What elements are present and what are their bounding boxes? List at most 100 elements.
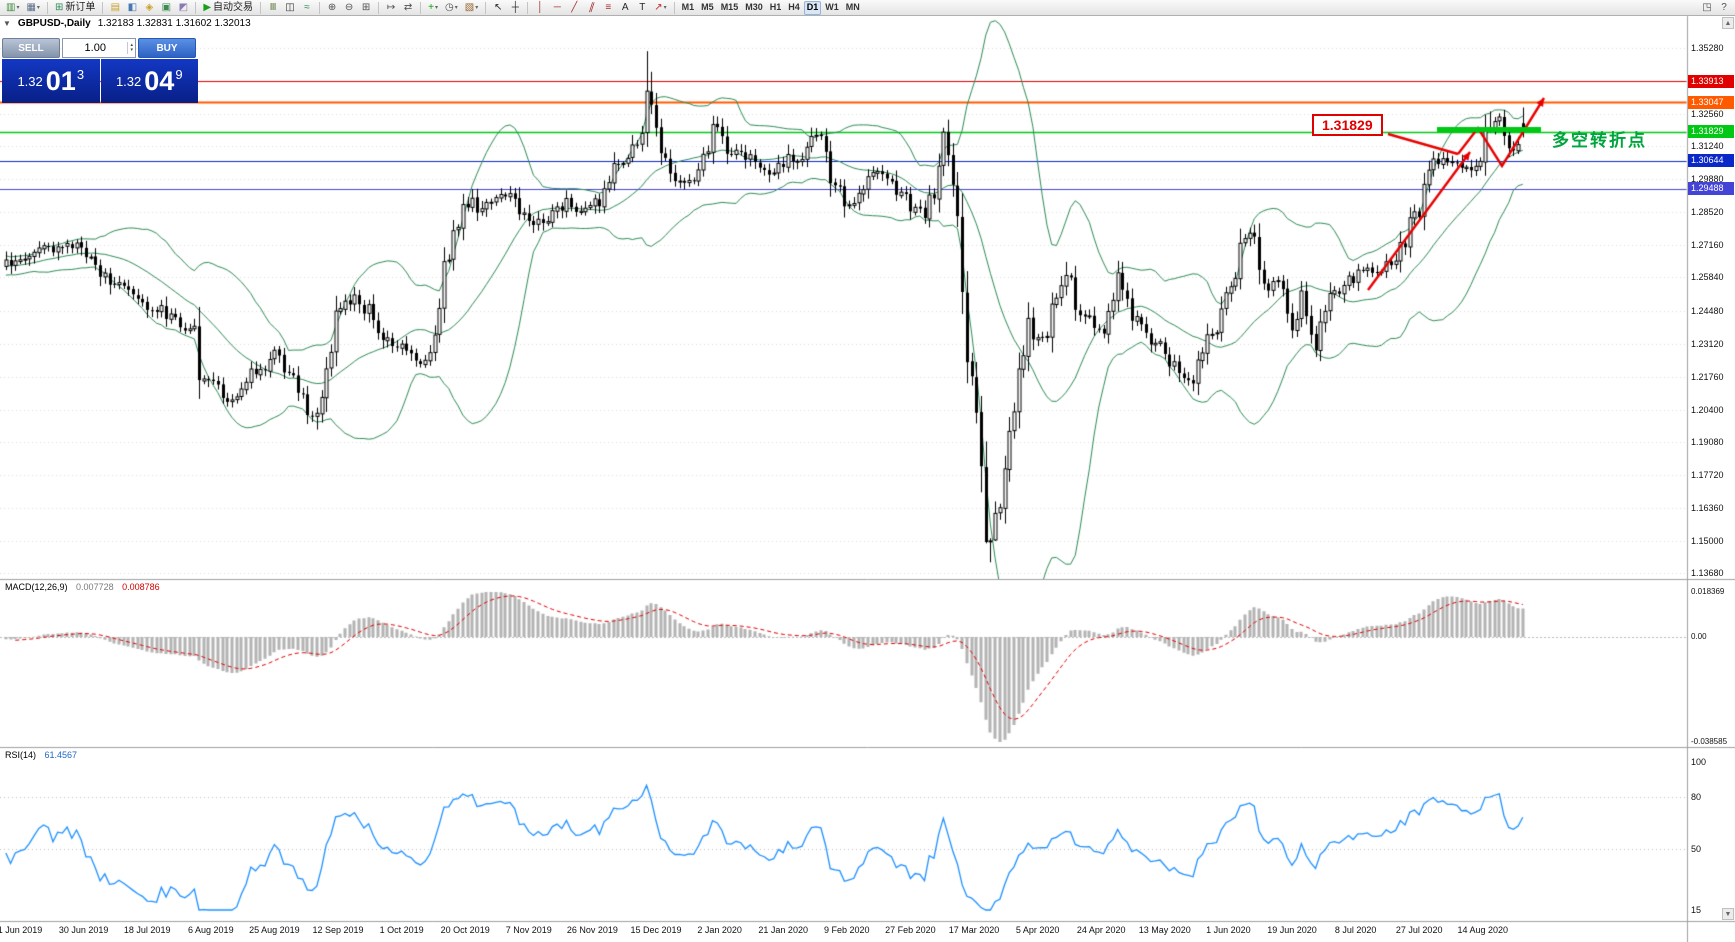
timeframe-m15-label: M15 [720, 2, 739, 12]
data-window-icon[interactable]: ◧ [124, 1, 140, 15]
price-axis-label: 1.16360 [1691, 502, 1724, 513]
panel-toggle-icon[interactable]: ▼ [3, 19, 11, 28]
timeframe-m1[interactable]: M1 [679, 1, 698, 15]
tile-windows-icon[interactable]: ⊞ [358, 1, 374, 15]
chart-bars-icon[interactable]: Ⅲ [265, 1, 281, 15]
fullscreen-glyph: ◳ [1702, 1, 1712, 13]
chart-candles-icon[interactable]: ◫ [282, 1, 298, 15]
date-label: 6 Aug 2019 [188, 925, 234, 935]
vertical-line-icon[interactable]: │ [532, 1, 548, 15]
timeframe-m15[interactable]: M15 [718, 1, 742, 15]
timeframe-m30-label: M30 [745, 2, 763, 12]
date-label: 17 Mar 2020 [948, 925, 1000, 935]
toolbar-separator [420, 1, 422, 14]
date-label: 14 Aug 2020 [1457, 925, 1509, 935]
help-icon[interactable]: ? [1716, 1, 1732, 15]
timeframe-m5[interactable]: M5 [698, 1, 717, 15]
scroll-down-icon[interactable]: ▼ [1722, 908, 1734, 920]
buy-button[interactable]: BUY [138, 38, 196, 58]
channel-icon[interactable]: ∥ [583, 1, 599, 15]
terminal-glyph: ▣ [161, 1, 172, 13]
timeframe-h1[interactable]: H1 [767, 1, 785, 15]
caret-icon: ▾ [16, 4, 20, 11]
price-annotation-label: 1.31829 [1312, 114, 1383, 136]
spinner-up-icon[interactable]: ▴ [130, 42, 133, 48]
sell-price-figure: 1.32 [17, 73, 43, 89]
new-order-button[interactable]: ⊞ 新订单 [52, 1, 98, 15]
macd-value-main: 0.007728 [76, 582, 114, 592]
timeframe-m5-label: M5 [701, 2, 714, 12]
new-chart-icon[interactable]: ▥ ▾ [3, 1, 22, 15]
rsi-axis-label: 50 [1691, 844, 1702, 855]
sell-price-display[interactable]: 1.32 01 3 [2, 59, 100, 103]
spinner-down-icon[interactable]: ▾ [130, 47, 133, 53]
timeframe-h1-label: H1 [769, 2, 782, 12]
date-label: 18 Jul 2019 [123, 925, 171, 935]
price-level-badge: 1.30644 [1688, 154, 1734, 168]
periods-icon[interactable]: ◷ ▾ [442, 1, 461, 15]
profiles-icon[interactable]: ▦ ▾ [23, 1, 42, 15]
toolbar-separator [195, 1, 197, 14]
toolbar-separator [319, 1, 321, 14]
timeframe-m30[interactable]: M30 [742, 1, 766, 15]
fullscreen-icon[interactable]: ◳ [1699, 1, 1715, 15]
main-toolbar: ▥ ▾ ▦ ▾ ⊞ 新订单 ▤ ◧ ◈ ▣ ◩ ▶ 自动交易 Ⅲ ◫ ≈ ⊕ ⊖ ⊞ ↦ ⇄ + ▾ ◷ ▾ ▧ ▾ ↖ ┼ │ ─ ╱ ∥ ≡ A… [0, 0, 1735, 16]
text-icon[interactable]: A [617, 1, 633, 15]
price-axis-label: 1.20400 [1691, 404, 1724, 415]
symbol-period-label: GBPUSD-,Daily [17, 18, 91, 29]
trendline-icon[interactable]: ╱ [566, 1, 582, 15]
timeframe-mn[interactable]: MN [843, 1, 863, 15]
date-label: 8 Jul 2020 [1334, 925, 1377, 935]
zoom-in-icon[interactable]: ⊕ [324, 1, 340, 15]
new-chart-glyph: ▥ [6, 1, 16, 13]
zoom-out-icon[interactable]: ⊖ [341, 1, 357, 15]
price-axis-label: 1.28520 [1691, 207, 1724, 218]
indicators-icon[interactable]: + ▾ [425, 1, 441, 15]
buy-price-pips: 04 [144, 65, 175, 96]
chart-line-icon[interactable]: ≈ [299, 1, 315, 15]
volume-input[interactable]: 1.00 ▴ ▾ [62, 38, 136, 58]
strategy-tester-icon[interactable]: ◩ [175, 1, 191, 15]
market-watch-icon[interactable]: ▤ [107, 1, 123, 15]
navigator-icon[interactable]: ◈ [141, 1, 157, 15]
sell-button[interactable]: SELL [2, 38, 60, 58]
arrows-glyph: ↗ [654, 1, 663, 13]
terminal-icon[interactable]: ▣ [158, 1, 174, 15]
tile-windows-glyph: ⊞ [361, 1, 371, 13]
cursor-icon[interactable]: ↖ [490, 1, 506, 15]
timeframe-w1[interactable]: W1 [822, 1, 842, 15]
toolbar-separator [102, 1, 104, 14]
toolbar-separator [673, 1, 675, 14]
volume-spinner[interactable]: ▴ ▾ [127, 42, 135, 54]
price-axis-label: 1.15000 [1691, 535, 1724, 546]
toolbar-separator [527, 1, 529, 14]
macd-name: MACD(12,26,9) [5, 582, 68, 592]
timeframe-d1[interactable]: D1 [803, 0, 822, 15]
buy-price-display[interactable]: 1.32 04 9 [100, 59, 198, 103]
new-order-glyph: ⊞ [54, 1, 64, 13]
auto-scroll-glyph: ↦ [386, 1, 396, 13]
autotrading-button[interactable]: ▶ 自动交易 [200, 1, 256, 15]
rsi-axis-label: 100 [1691, 757, 1707, 767]
auto-scroll-icon[interactable]: ↦ [383, 1, 399, 15]
templates-icon[interactable]: ▧ ▾ [462, 1, 481, 15]
timeframe-h4[interactable]: H4 [785, 1, 803, 15]
data-window-glyph: ◧ [127, 1, 138, 13]
date-label: 9 Feb 2020 [824, 925, 870, 935]
crosshair-icon[interactable]: ┼ [507, 1, 523, 15]
arrows-icon[interactable]: ↗ ▾ [651, 1, 669, 15]
chart-candles-glyph: ◫ [285, 1, 295, 13]
timeframe-w1-label: W1 [825, 2, 839, 12]
horizontal-line-icon[interactable]: ─ [549, 1, 565, 15]
chart-shift-icon[interactable]: ⇄ [400, 1, 416, 15]
scroll-up-icon[interactable]: ▲ [1722, 17, 1734, 29]
macd-value-signal: 0.008786 [122, 582, 160, 592]
label-icon[interactable]: T [634, 1, 650, 15]
strategy-tester-glyph: ◩ [178, 1, 189, 13]
macd-label-row: MACD(12,26,9) 0.007728 0.008786 [5, 582, 160, 592]
date-label: 5 Apr 2020 [1015, 925, 1060, 935]
fibonacci-icon[interactable]: ≡ [600, 1, 616, 15]
new-order-label: 新订单 [65, 1, 96, 13]
